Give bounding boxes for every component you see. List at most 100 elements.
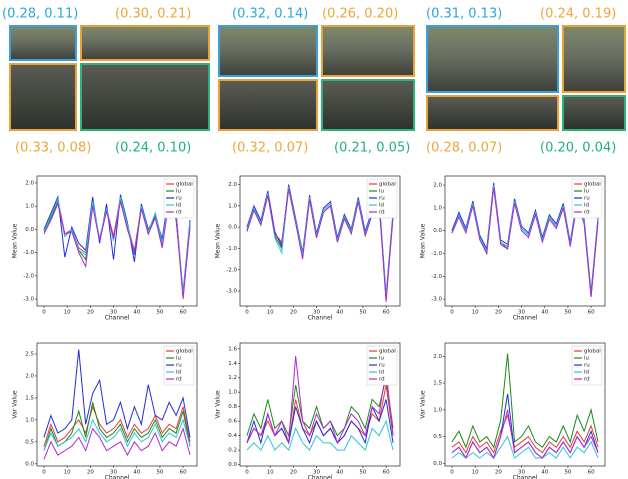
legend-label: lu	[176, 189, 181, 195]
coord-label: (0.31, 0.13)	[426, 7, 502, 22]
x-tick-label: 0	[245, 310, 249, 316]
legend-label: rd	[584, 377, 590, 383]
legend-label: rd	[176, 210, 182, 216]
legend-label: lu	[584, 356, 589, 362]
crop-rd	[563, 96, 625, 130]
coord-label: (0.33, 0.08)	[15, 141, 91, 156]
legend-label: rd	[379, 377, 385, 383]
x-tick-label: 60	[383, 470, 390, 476]
y-tick-label: 2.0	[228, 182, 237, 188]
crop-ru	[322, 26, 414, 76]
y-tick-label: 0.5	[25, 439, 34, 445]
y-tick-label: -3.0	[431, 297, 442, 303]
x-axis-label: Channel	[513, 315, 538, 322]
y-tick-label: -1.0	[226, 246, 237, 252]
y-tick-label: 0.0	[25, 227, 34, 233]
x-tick-label: 50	[156, 310, 163, 316]
x-tick-label: 40	[133, 310, 140, 316]
x-tick-label: 40	[133, 470, 140, 476]
legend-label: global	[176, 182, 193, 188]
x-tick-label: 10	[267, 470, 274, 476]
x-tick-label: 0	[42, 310, 46, 316]
x-tick-label: 10	[64, 310, 71, 316]
legend-label: rd	[176, 377, 182, 383]
coord-label: (0.32, 0.07)	[232, 141, 308, 156]
x-axis-label: Channel	[308, 475, 333, 479]
y-tick-label: 1.5	[25, 395, 34, 401]
x-tick-label: 10	[472, 470, 479, 476]
y-tick-label: -1.0	[23, 250, 34, 256]
x-tick-label: 50	[156, 470, 163, 476]
legend-label: global	[379, 349, 396, 355]
legend-label: global	[379, 182, 396, 188]
y-tick-label: -3.0	[226, 289, 237, 295]
x-tick-label: 60	[383, 310, 390, 316]
legend-label: lu	[584, 189, 589, 195]
y-tick-label: 1.0	[228, 390, 237, 396]
crop-ld	[219, 80, 317, 130]
y-axis-label: Var Value	[215, 390, 222, 418]
y-axis-label: Var Value	[12, 390, 19, 418]
y-tick-label: 2.0	[433, 354, 442, 360]
x-tick-label: 0	[245, 470, 249, 476]
y-tick-label: 0.0	[433, 461, 442, 467]
x-tick-label: 0	[450, 310, 454, 316]
legend-label: ru	[176, 196, 182, 202]
x-tick-label: 20	[87, 310, 94, 316]
x-tick-label: 40	[336, 310, 343, 316]
coord-label: (0.24, 0.10)	[115, 141, 191, 156]
legend-label: ld	[379, 203, 384, 209]
chart: 01020304050600.00.20.40.60.81.01.21.41.6…	[215, 343, 401, 479]
x-tick-label: 10	[472, 310, 479, 316]
crop-ru	[563, 26, 625, 92]
x-tick-label: 0	[42, 470, 46, 476]
y-tick-label: 2.0	[25, 373, 34, 379]
y-tick-label: -2.0	[23, 273, 34, 279]
y-tick-label: 0.4	[228, 433, 237, 439]
crop-ru	[81, 26, 209, 60]
legend-label: lu	[379, 189, 384, 195]
legend-label: ld	[584, 370, 589, 376]
crop-lu	[219, 26, 317, 76]
crop-ld	[10, 64, 76, 130]
crop-lu	[427, 26, 558, 92]
legend-label: global	[176, 349, 193, 355]
y-tick-label: 0.0	[228, 462, 237, 468]
x-axis-label: Channel	[513, 475, 538, 479]
y-tick-label: 1.0	[433, 407, 442, 413]
x-tick-label: 60	[180, 310, 187, 316]
x-tick-label: 40	[336, 470, 343, 476]
x-tick-label: 20	[290, 310, 297, 316]
y-axis-label: Mean Value	[215, 223, 222, 258]
x-tick-label: 20	[495, 470, 502, 476]
y-tick-label: 0.2	[228, 448, 237, 454]
x-tick-label: 60	[588, 310, 595, 316]
coord-label: (0.20, 0.04)	[540, 141, 616, 156]
legend-label: ru	[379, 196, 385, 202]
coord-label: (0.21, 0.05)	[334, 141, 410, 156]
crop-ld	[427, 96, 558, 130]
y-tick-label: 1.0	[228, 203, 237, 209]
y-tick-label: 0.0	[25, 461, 34, 467]
legend-label: global	[584, 349, 601, 355]
coord-label: (0.32, 0.14)	[232, 7, 308, 22]
x-tick-label: 20	[495, 310, 502, 316]
figure: (0.28, 0.11) (0.30, 0.21) (0.33, 0.08) (…	[0, 0, 628, 479]
legend-label: lu	[379, 356, 384, 362]
y-axis-label: Var Value	[420, 390, 427, 418]
x-tick-label: 50	[564, 310, 571, 316]
legend-label: ru	[584, 363, 590, 369]
coord-label: (0.30, 0.21)	[115, 7, 191, 22]
figure-canvas: (0.28, 0.11) (0.30, 0.21) (0.33, 0.08) (…	[0, 0, 628, 479]
legend-label: lu	[176, 356, 181, 362]
y-tick-label: 1.4	[228, 361, 237, 367]
y-tick-label: 2.0	[25, 180, 34, 186]
x-tick-label: 10	[267, 310, 274, 316]
legend-label: global	[584, 182, 601, 188]
x-axis-label: Channel	[308, 315, 333, 322]
legend-label: ld	[584, 203, 589, 209]
coord-label: (0.24, 0.19)	[540, 7, 616, 22]
